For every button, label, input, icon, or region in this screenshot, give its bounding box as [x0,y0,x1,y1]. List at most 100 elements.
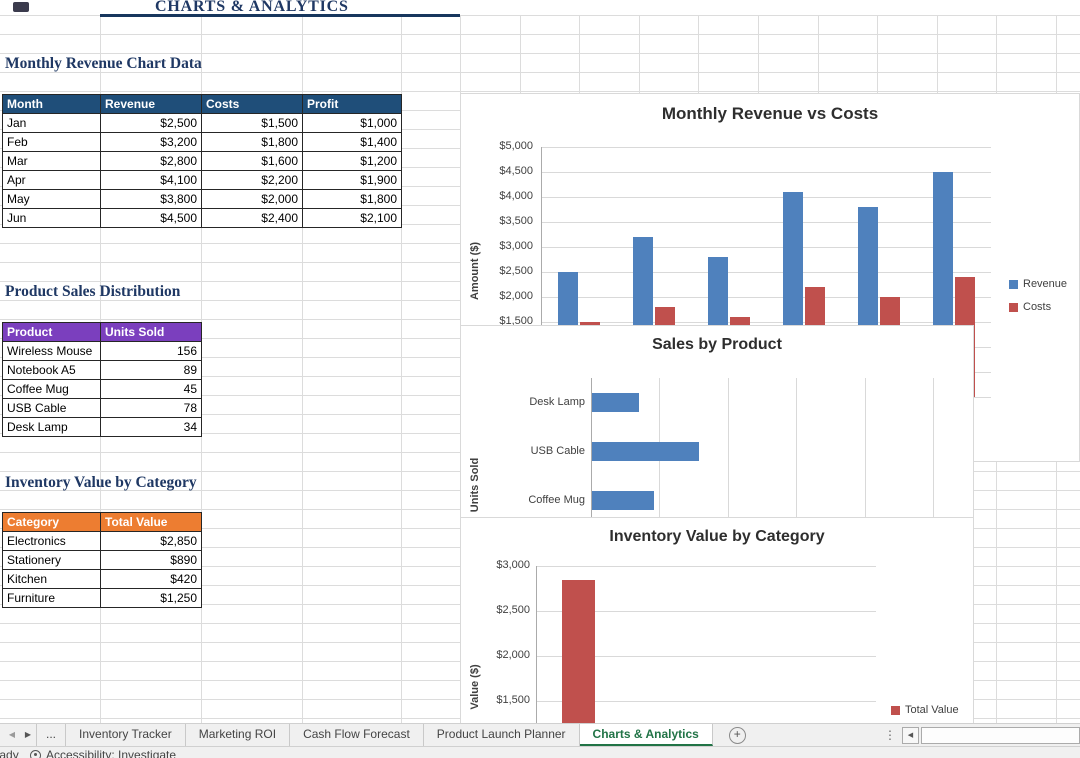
cell[interactable]: $2,500 [100,113,202,133]
status-mode: Ready [0,748,19,758]
category-label: Desk Lamp [529,395,585,408]
cell[interactable]: $1,800 [302,189,402,209]
table-row: Apr $4,100 $2,200 $1,900 [2,170,402,190]
column-header[interactable]: Month [2,94,101,114]
total-value-legend-swatch-icon [891,705,900,715]
cell[interactable]: USB Cable [2,398,101,418]
cell[interactable]: $3,200 [100,132,202,152]
column-header[interactable]: Profit [302,94,402,114]
cell[interactable]: $4,100 [100,170,202,190]
table-row: USB Cable 78 [2,398,202,418]
status-bar: Ready Accessibility: Investigate [0,746,1080,758]
cell[interactable]: Feb [2,132,101,152]
section-heading-products: Product Sales Distribution [5,283,181,300]
chart-inventory-value-by-category[interactable]: Inventory Value by Category Value ($) $0… [460,517,974,758]
new-sheet-button[interactable]: + [728,727,746,744]
y-axis-line [541,147,542,397]
cell[interactable]: $420 [100,569,202,589]
cell[interactable]: $1,800 [201,132,303,152]
cell[interactable]: Jan [2,113,101,133]
tab-overflow[interactable]: ... [36,724,67,746]
cell[interactable]: Kitchen [2,569,101,589]
sheet-tab-charts-analytics[interactable]: Charts & Analytics [579,724,713,746]
costs-legend-swatch-icon [1009,302,1018,312]
cell[interactable]: $1,400 [302,132,402,152]
revenue-table: Month Revenue Costs Profit Jan $2,500 $1,500 $1… [2,94,402,228]
y-tick-label: $2,000 [496,649,530,661]
sheet-tab-marketing-roi[interactable]: Marketing ROI [186,724,291,746]
cell[interactable]: $2,100 [302,208,402,228]
table-row: May $3,800 $2,000 $1,800 [2,189,402,209]
accessibility-label: Accessibility: Investigate [46,748,177,758]
chart-gridline [536,656,876,657]
category-label: Coffee Mug [528,493,585,506]
cell[interactable]: $1,000 [302,113,402,133]
table-row: Stationery $890 [2,550,202,570]
chart-gridline [541,172,991,173]
cell[interactable]: $890 [100,550,202,570]
cell[interactable]: $2,000 [201,189,303,209]
cell[interactable]: 78 [100,398,202,418]
sheet-tab-product-launch-planner[interactable]: Product Launch Planner [424,724,580,746]
y-tick-label: $2,000 [499,290,533,302]
cell[interactable]: 156 [100,341,202,361]
tab-scroll-left-icon[interactable]: ◀ [8,730,16,739]
chart-gridline [536,701,876,702]
column-header[interactable]: Revenue [100,94,202,114]
horizontal-scrollbar[interactable]: ◀ [902,724,1080,746]
cell[interactable]: 45 [100,379,202,399]
cell[interactable]: $1,500 [201,113,303,133]
cell[interactable]: $1,250 [100,588,202,608]
legend-entry: Total Value [891,704,959,716]
cell[interactable]: Apr [2,170,101,190]
category-label: USB Cable [530,444,585,457]
cell[interactable]: Desk Lamp [2,417,101,437]
tab-bar-kebab-icon[interactable]: ⋮ [884,728,896,742]
column-header[interactable]: Units Sold [100,322,202,342]
cell[interactable]: Mar [2,151,101,171]
sheet-tabs: Inventory Tracker Marketing ROI Cash Flow … [66,724,713,746]
chart-gridline [541,222,991,223]
tab-scroll-right-icon[interactable]: ▶ [24,730,32,739]
table-row: Jan $2,500 $1,500 $1,000 [2,113,402,133]
table-row: Kitchen $420 [2,569,202,589]
cell[interactable]: $2,850 [100,531,202,551]
cell[interactable]: Electronics [2,531,101,551]
cell[interactable]: $4,500 [100,208,202,228]
sheet-tab-inventory-tracker[interactable]: Inventory Tracker [66,724,186,746]
cell[interactable]: 89 [100,360,202,380]
y-tick-label: $1,500 [499,315,533,327]
cell[interactable]: Furniture [2,588,101,608]
cell[interactable]: $2,800 [100,151,202,171]
scrollbar-thumb[interactable] [921,726,1080,744]
accessibility-status[interactable]: Accessibility: Investigate [30,748,176,758]
cell[interactable]: 34 [100,417,202,437]
cell[interactable]: $1,200 [302,151,402,171]
cell[interactable]: Wireless Mouse [2,341,101,361]
cell[interactable]: $3,800 [100,189,202,209]
y-tick-label: $4,500 [499,165,533,177]
cell[interactable]: Jun [2,208,101,228]
legend-entry: Revenue [1009,278,1067,290]
sheet-tab-cash-flow-forecast[interactable]: Cash Flow Forecast [290,724,424,746]
y-axis-title: Units Sold [469,457,481,513]
cell[interactable]: Notebook A5 [2,360,101,380]
legend-entry: Costs [1009,301,1051,313]
cell[interactable]: $1,600 [201,151,303,171]
cell[interactable]: $1,900 [302,170,402,190]
cell[interactable]: Coffee Mug [2,379,101,399]
chart-gridline [541,247,991,248]
chart-gridline [933,378,934,638]
data-table: Month Revenue Costs Profit Jan $2,500 $1,500 $1… [2,94,402,228]
cell[interactable]: Stationery [2,550,101,570]
cell[interactable]: $2,400 [201,208,303,228]
chart-gridline [727,378,729,638]
column-header[interactable]: Total Value [100,512,202,532]
table-row: Desk Lamp 34 [2,417,202,437]
cell[interactable]: May [2,189,101,209]
cell[interactable]: $2,200 [201,170,303,190]
column-header[interactable]: Costs [201,94,303,114]
scroll-left-arrow-icon[interactable]: ◀ [902,726,919,744]
column-header[interactable]: Category [2,512,101,532]
column-header[interactable]: Product [2,322,101,342]
